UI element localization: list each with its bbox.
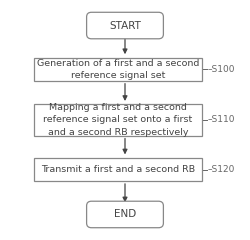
- FancyBboxPatch shape: [34, 58, 202, 81]
- Text: Mapping a first and a second
reference signal set onto a first
and a second RB r: Mapping a first and a second reference s…: [43, 103, 192, 137]
- Text: Transmit a first and a second RB: Transmit a first and a second RB: [41, 165, 195, 174]
- FancyBboxPatch shape: [86, 201, 164, 228]
- FancyBboxPatch shape: [34, 158, 202, 181]
- Text: –S120: –S120: [208, 165, 235, 174]
- Text: Generation of a first and a second
reference signal set: Generation of a first and a second refer…: [36, 59, 199, 80]
- Text: START: START: [109, 21, 141, 30]
- FancyBboxPatch shape: [86, 12, 164, 39]
- Text: END: END: [114, 210, 136, 219]
- Text: –S110: –S110: [208, 115, 235, 125]
- Text: –S100: –S100: [208, 65, 235, 74]
- FancyBboxPatch shape: [34, 104, 202, 136]
